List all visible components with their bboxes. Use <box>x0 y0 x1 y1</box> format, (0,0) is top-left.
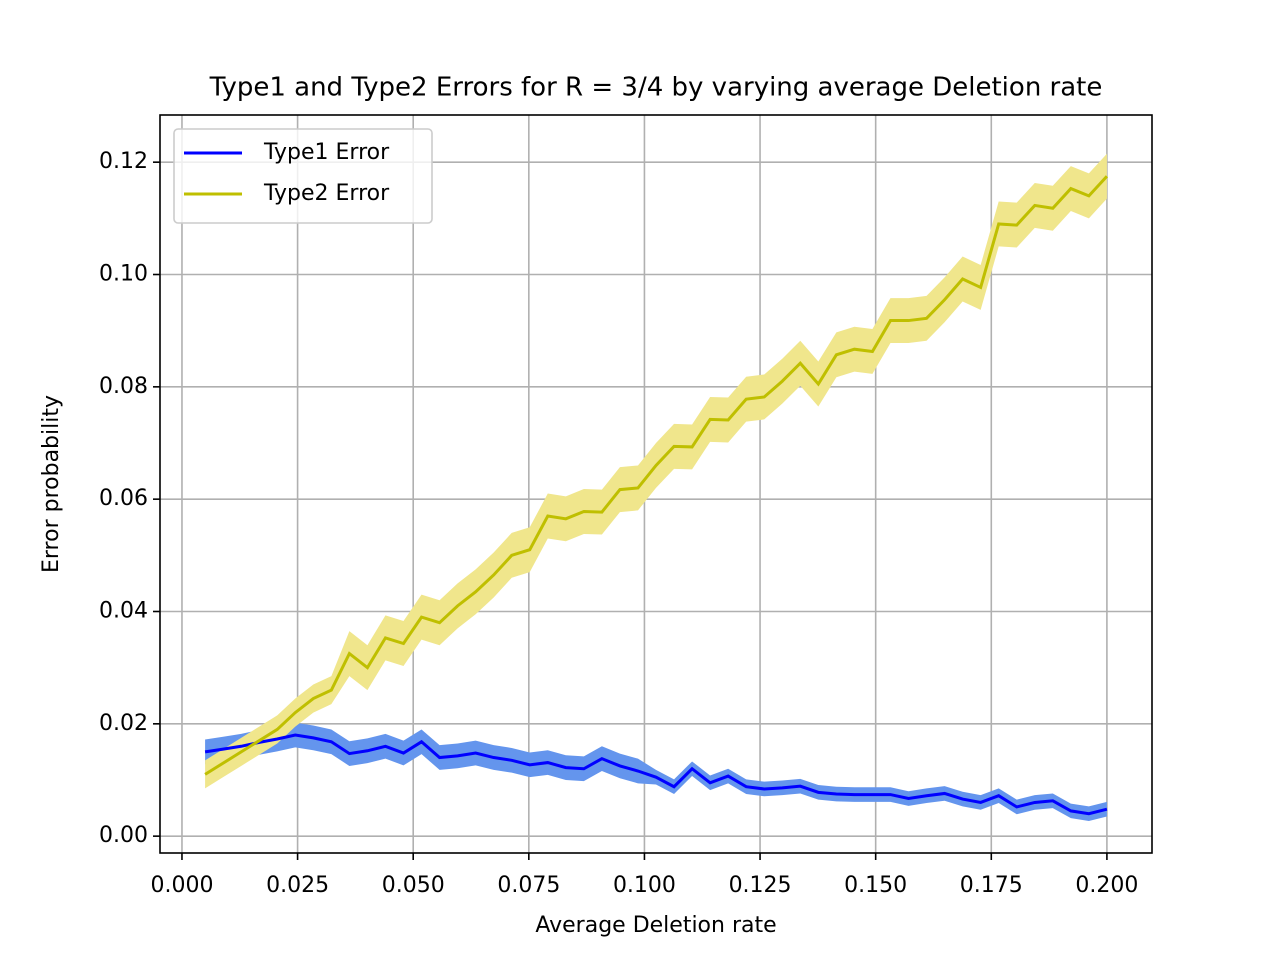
legend-label: Type1 Error <box>263 140 390 165</box>
x-tick-label: 0.000 <box>150 873 213 898</box>
error-band <box>205 722 1107 821</box>
x-tick-label: 0.075 <box>497 873 560 898</box>
x-tick-label: 0.025 <box>266 873 329 898</box>
error-band <box>205 153 1107 789</box>
line <box>204 733 1108 816</box>
x-tick-label: 0.150 <box>844 873 907 898</box>
x-tick-label: 0.100 <box>613 873 676 898</box>
y-tick-label: 0.00 <box>99 823 148 848</box>
legend-label: Type2 Error <box>263 181 390 206</box>
x-tick-label: 0.125 <box>729 873 792 898</box>
x-tick-label: 0.200 <box>1075 873 1138 898</box>
line <box>204 175 1109 776</box>
y-axis-label: Error probability <box>39 395 64 573</box>
x-tick-label: 0.175 <box>960 873 1023 898</box>
chart-title: Type1 and Type2 Errors for R = 3/4 by va… <box>209 73 1103 103</box>
x-axis-label: Average Deletion rate <box>535 913 776 938</box>
x-tick-label: 0.050 <box>382 873 445 898</box>
y-tick-label: 0.04 <box>99 598 148 623</box>
y-tick-label: 0.10 <box>99 262 148 287</box>
axes-frame <box>159 114 1153 854</box>
y-tick-label: 0.08 <box>99 374 148 399</box>
y-tick-label: 0.12 <box>99 149 148 174</box>
y-tick-label: 0.02 <box>99 711 148 736</box>
y-tick-label: 0.06 <box>99 486 148 511</box>
